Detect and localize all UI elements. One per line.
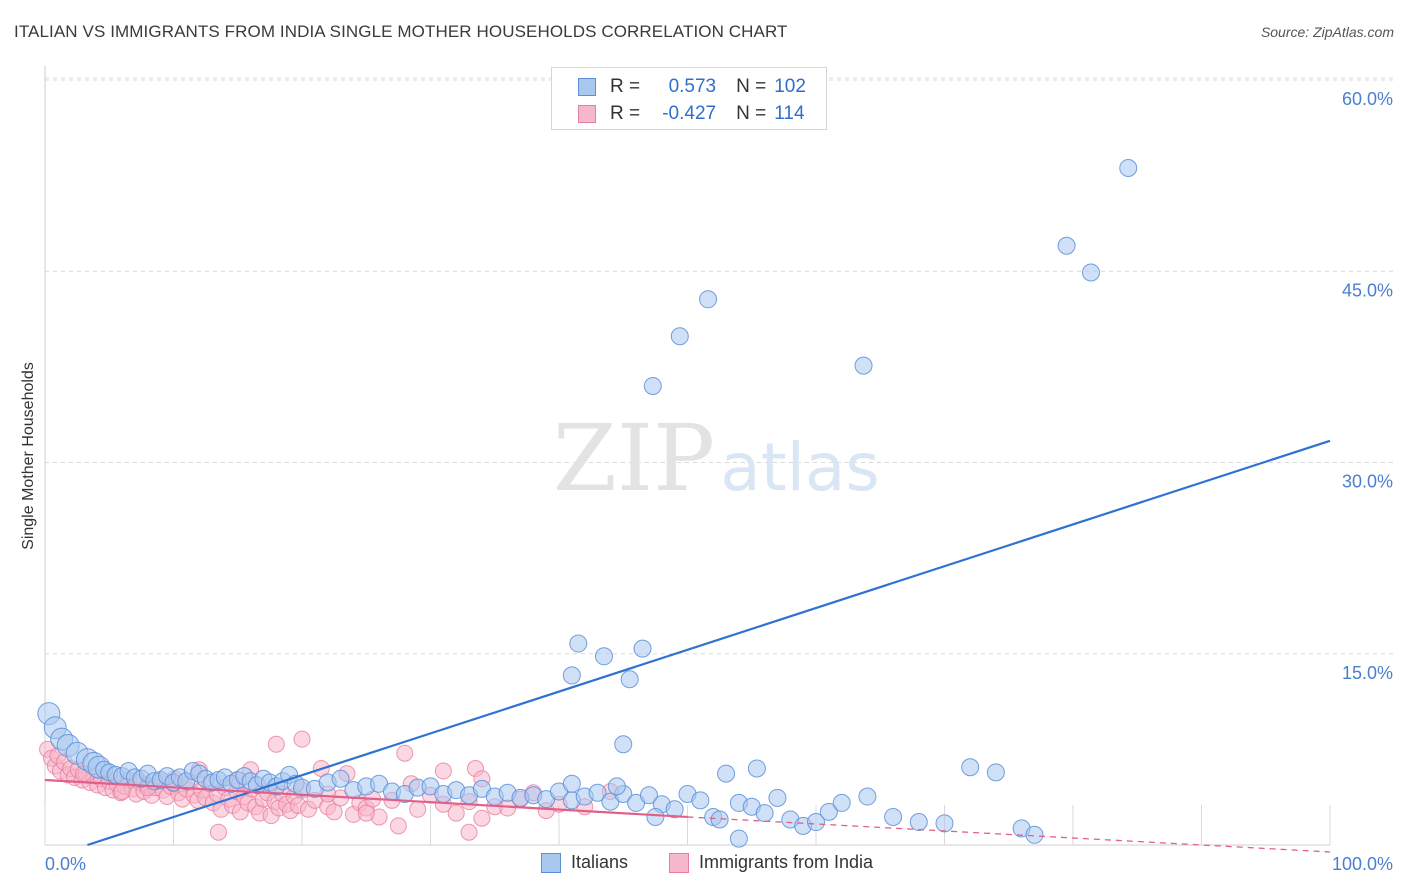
bottom-legend-india-label: Immigrants from India: [699, 852, 874, 872]
india-point: [409, 800, 427, 818]
y-tick-label: 15.0%: [1342, 663, 1393, 683]
india-point: [293, 730, 311, 748]
india-trend-line-extension: [687, 816, 1331, 853]
legend-n-label: N =: [736, 76, 767, 97]
bottom-legend: Italians Immigrants from India: [0, 852, 1406, 876]
y-tick-label: 60.0%: [1342, 89, 1393, 109]
india-point: [209, 823, 227, 841]
chart-title: ITALIAN VS IMMIGRANTS FROM INDIA SINGLE …: [14, 22, 788, 41]
bottom-legend-italians-label: Italians: [571, 852, 629, 872]
watermark-atlas: atlas: [720, 429, 880, 506]
india-point: [460, 823, 478, 841]
x-tick-labels: 0.0% 100.0%: [45, 854, 1393, 874]
x-tick-label: 100.0%: [1332, 854, 1393, 874]
legend-swatch-blue: [578, 78, 596, 96]
india-point: [113, 782, 131, 800]
italians-point: [562, 774, 581, 793]
india-point: [357, 804, 375, 822]
italians-point: [614, 735, 633, 754]
italians-point: [633, 639, 652, 658]
italians-point: [710, 810, 729, 829]
india-point: [325, 803, 343, 821]
italians-point: [807, 813, 825, 832]
italians-point: [854, 356, 873, 375]
italians-point: [699, 290, 718, 309]
legend-r-value: -0.427: [662, 103, 717, 124]
italians-point: [747, 759, 766, 778]
legend-n-value: 114: [774, 103, 805, 124]
legend-r-value: 0.573: [668, 76, 717, 97]
legend-r-label: R =: [610, 76, 641, 97]
italians-point: [832, 793, 851, 812]
legend-row-italians: R = 0.573 N = 102: [578, 76, 806, 98]
italians-point: [594, 647, 613, 666]
india-trend-line: [44, 778, 688, 819]
italians-point: [588, 783, 607, 802]
italians-point: [569, 634, 588, 653]
legend-swatch-pink: [578, 105, 596, 123]
watermark-zip: ZIP: [553, 405, 715, 512]
legend-n-label: N =: [736, 103, 767, 124]
italians-point: [729, 829, 748, 848]
india-point: [396, 744, 414, 762]
italians-point: [639, 786, 658, 805]
bottom-legend-india[interactable]: Immigrants from India: [669, 852, 873, 873]
italians-point: [331, 769, 350, 788]
legend-r-label: R =: [610, 103, 641, 124]
italians-point: [909, 813, 928, 832]
italians-point: [1119, 158, 1138, 177]
italians-trend-line: [87, 439, 1331, 847]
italians-point: [961, 758, 980, 777]
x-tick-label: 0.0%: [45, 854, 86, 874]
italians-point: [819, 802, 838, 821]
legend-row-india: R = -0.427 N = 114: [578, 103, 805, 125]
y-tick-label: 30.0%: [1342, 472, 1393, 492]
india-point: [389, 817, 407, 835]
italians-point: [665, 800, 684, 819]
italians-point: [858, 787, 877, 806]
y-tick-label: 45.0%: [1342, 280, 1393, 300]
italians-point: [670, 327, 689, 346]
italians-point: [620, 670, 639, 689]
italians-point: [643, 377, 662, 395]
correlation-legend: R = 0.573 N = 102 R = -0.427 N = 114: [551, 67, 827, 130]
italians-point: [646, 807, 665, 826]
italians-point: [1057, 236, 1076, 255]
legend-swatch-blue: [541, 852, 561, 873]
italians-point: [935, 814, 954, 833]
gridlines: [45, 77, 1393, 655]
italians-point: [691, 791, 710, 810]
italians-point: [1025, 825, 1044, 844]
italians-point: [1081, 263, 1100, 282]
italians-point: [986, 763, 1005, 782]
italians-point: [717, 764, 736, 783]
bottom-legend-italians[interactable]: Italians: [541, 852, 628, 873]
italians-point: [562, 666, 581, 685]
india-point: [447, 804, 465, 822]
y-tick-labels: 15.0% 30.0% 45.0% 60.0%: [1342, 89, 1393, 683]
india-point: [434, 762, 452, 780]
italians-point: [755, 804, 774, 823]
series-italians-points: [37, 158, 1138, 848]
india-point: [473, 809, 491, 827]
italians-point: [768, 788, 787, 807]
india-point: [267, 735, 285, 753]
trend-lines: [44, 439, 1331, 853]
legend-n-value: 102: [774, 76, 806, 97]
legend-swatch-pink: [669, 852, 689, 873]
italians-point: [607, 777, 626, 796]
source-label: Source: ZipAtlas.com: [1260, 24, 1394, 40]
italians-point: [884, 807, 903, 826]
